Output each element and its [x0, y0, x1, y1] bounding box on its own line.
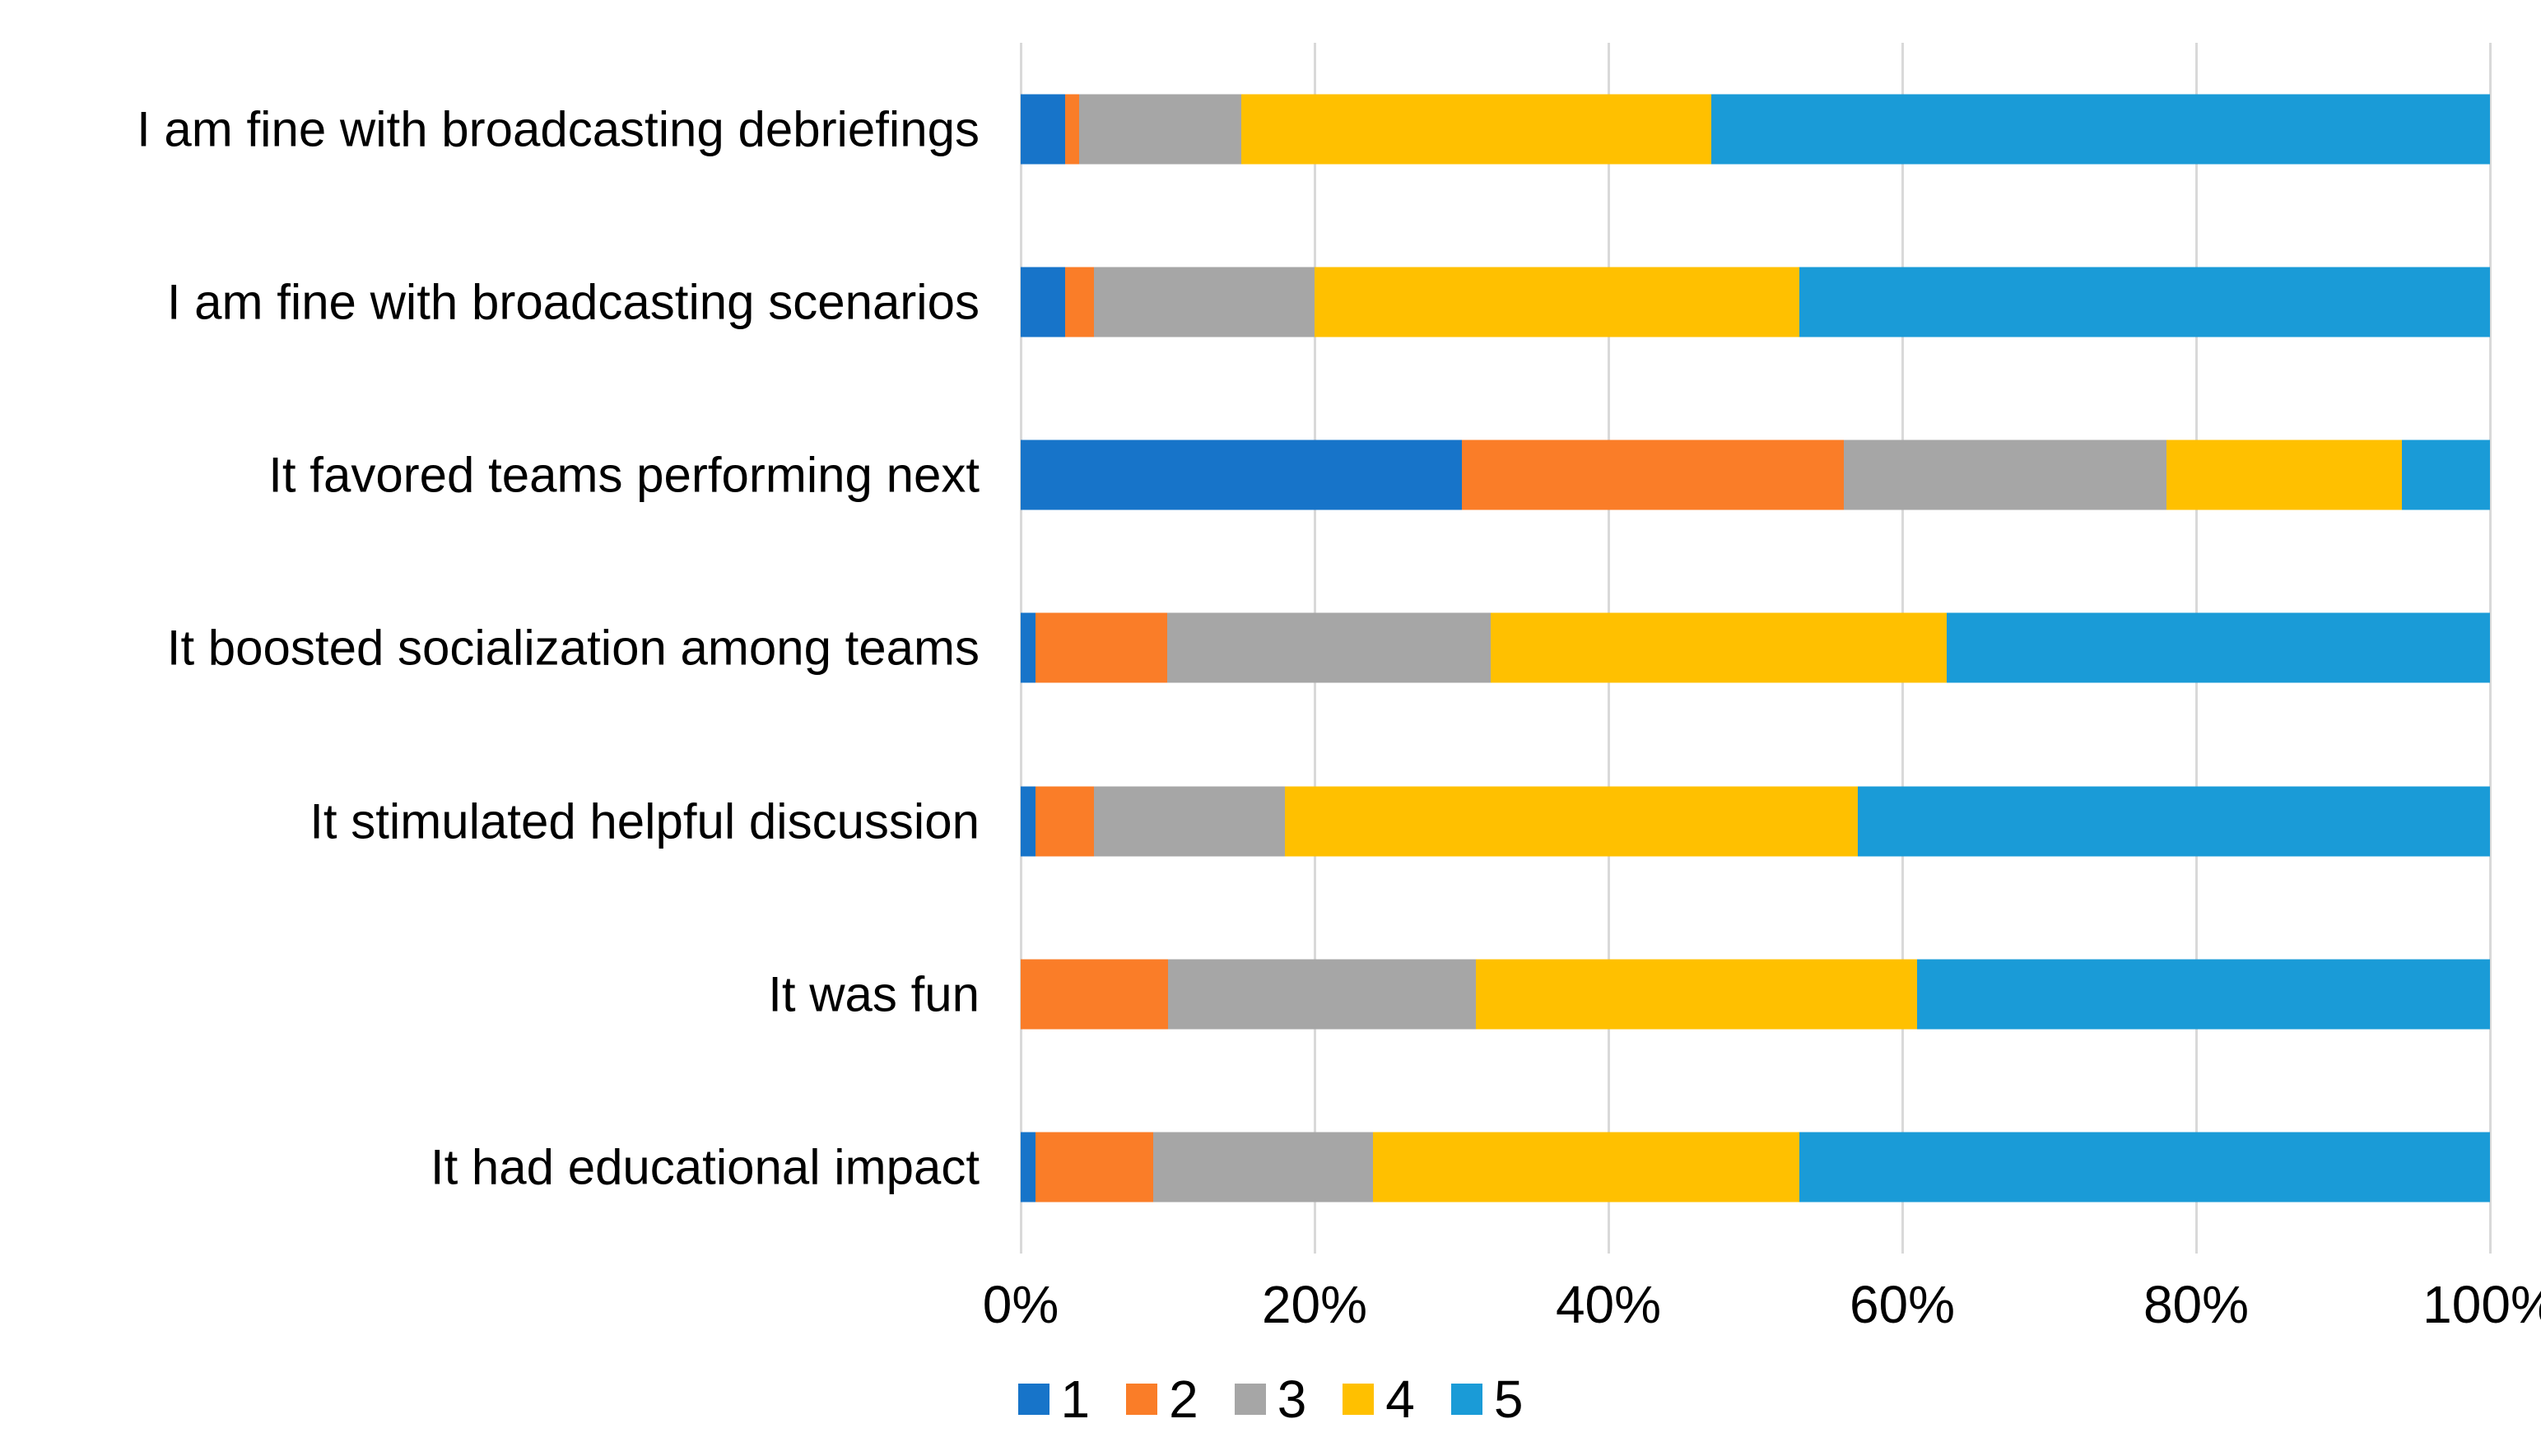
bar-segment-2: [1021, 959, 1168, 1030]
bar-segment-1: [1021, 440, 1462, 510]
bar-segment-5: [1946, 612, 2490, 683]
category-label: It favored teams performing next: [268, 447, 980, 503]
category-label: I am fine with broadcasting scenarios: [166, 274, 980, 330]
bar-segment-4: [1314, 267, 1800, 337]
legend-swatch: [1343, 1384, 1375, 1415]
legend-label: 5: [1493, 1370, 1524, 1429]
category-label: It stimulated helpful discussion: [309, 793, 980, 849]
category-row: It favored teams performing next: [0, 388, 2541, 561]
category-label: It had educational impact: [430, 1139, 980, 1195]
x-tick-label: 0%: [982, 1275, 1059, 1334]
bar-segment-4: [2166, 440, 2402, 510]
category-row: It boosted socialization among teams: [0, 561, 2541, 734]
legend-label: 4: [1385, 1370, 1415, 1429]
legend-label: 2: [1169, 1370, 1198, 1429]
bar-segment-1: [1021, 1132, 1035, 1202]
bar-segment-3: [1167, 959, 1477, 1030]
category-label: I am fine with broadcasting debriefings: [137, 101, 980, 157]
category-label: It was fun: [768, 966, 980, 1022]
stacked-bar: [1021, 612, 2490, 683]
x-tick-label: 40%: [1555, 1275, 1662, 1334]
x-tick-label: 100%: [2422, 1275, 2541, 1334]
bar-segment-4: [1373, 1132, 1800, 1202]
category-row: It stimulated helpful discussion: [0, 735, 2541, 908]
stacked-bar: [1021, 1132, 2490, 1202]
category-row: I am fine with broadcasting scenarios: [0, 216, 2541, 388]
legend-swatch: [1450, 1384, 1482, 1415]
category-row: I am fine with broadcasting debriefings: [0, 43, 2541, 216]
bar-segment-1: [1021, 612, 1035, 683]
bar-segment-2: [1064, 267, 1095, 337]
category-label: It boosted socialization among teams: [166, 620, 980, 676]
legend-swatch: [1017, 1384, 1049, 1415]
bar-segment-5: [1858, 786, 2490, 857]
legend-label: 1: [1060, 1370, 1091, 1429]
bar-segment-3: [1094, 267, 1315, 337]
bar-segment-4: [1476, 959, 1917, 1030]
bar-segment-5: [1799, 267, 2490, 337]
legend: 1 2 3 4 5: [0, 1373, 2541, 1426]
bar-segment-1: [1021, 267, 1065, 337]
bar-segment-5: [1916, 959, 2490, 1030]
bar-segment-2: [1035, 1132, 1153, 1202]
bar-segment-5: [2401, 440, 2490, 510]
legend-item: 5: [1450, 1370, 1524, 1429]
stacked-bar: [1021, 267, 2490, 337]
bar-segment-5: [1710, 94, 2490, 165]
bar-segment-5: [1799, 1132, 2490, 1202]
stacked-bar: [1021, 786, 2490, 857]
bar-segment-4: [1285, 786, 1859, 857]
category-row: It had educational impact: [0, 1081, 2541, 1254]
x-axis: 0% 20% 40% 60% 80% 100%: [983, 1274, 2541, 1356]
bar-segment-3: [1152, 1132, 1374, 1202]
bar-segment-4: [1491, 612, 1947, 683]
bar-segment-2: [1064, 94, 1080, 165]
legend-item: 2: [1126, 1373, 1198, 1426]
legend-label: 3: [1277, 1370, 1307, 1429]
category-row: It was fun: [0, 908, 2541, 1081]
legend-item: 4: [1343, 1373, 1415, 1426]
legend-item: 1: [1017, 1370, 1091, 1429]
stacked-bar: [1021, 94, 2490, 165]
bar-segment-2: [1461, 440, 1844, 510]
bar-segment-3: [1094, 786, 1286, 857]
legend-swatch: [1126, 1384, 1158, 1415]
stacked-bar: [1021, 959, 2490, 1030]
x-tick-label: 20%: [1261, 1275, 1368, 1334]
legend-swatch: [1234, 1384, 1266, 1415]
bar-segment-3: [1167, 612, 1492, 683]
bar-segment-2: [1035, 786, 1095, 857]
legend-item: 3: [1234, 1370, 1307, 1429]
gridline: [2488, 43, 2492, 1254]
bar-segment-3: [1843, 440, 2167, 510]
bar-segment-4: [1240, 94, 1711, 165]
bar-segment-3: [1079, 94, 1241, 165]
stacked-bar: [1021, 440, 2490, 510]
x-tick-label: 80%: [2143, 1275, 2250, 1334]
category-rows: I am fine with broadcasting debriefings I…: [0, 43, 2541, 1254]
x-tick-label: 60%: [1849, 1275, 1956, 1334]
bar-segment-2: [1035, 612, 1168, 683]
bar-segment-1: [1021, 786, 1035, 857]
bar-segment-1: [1021, 94, 1065, 165]
